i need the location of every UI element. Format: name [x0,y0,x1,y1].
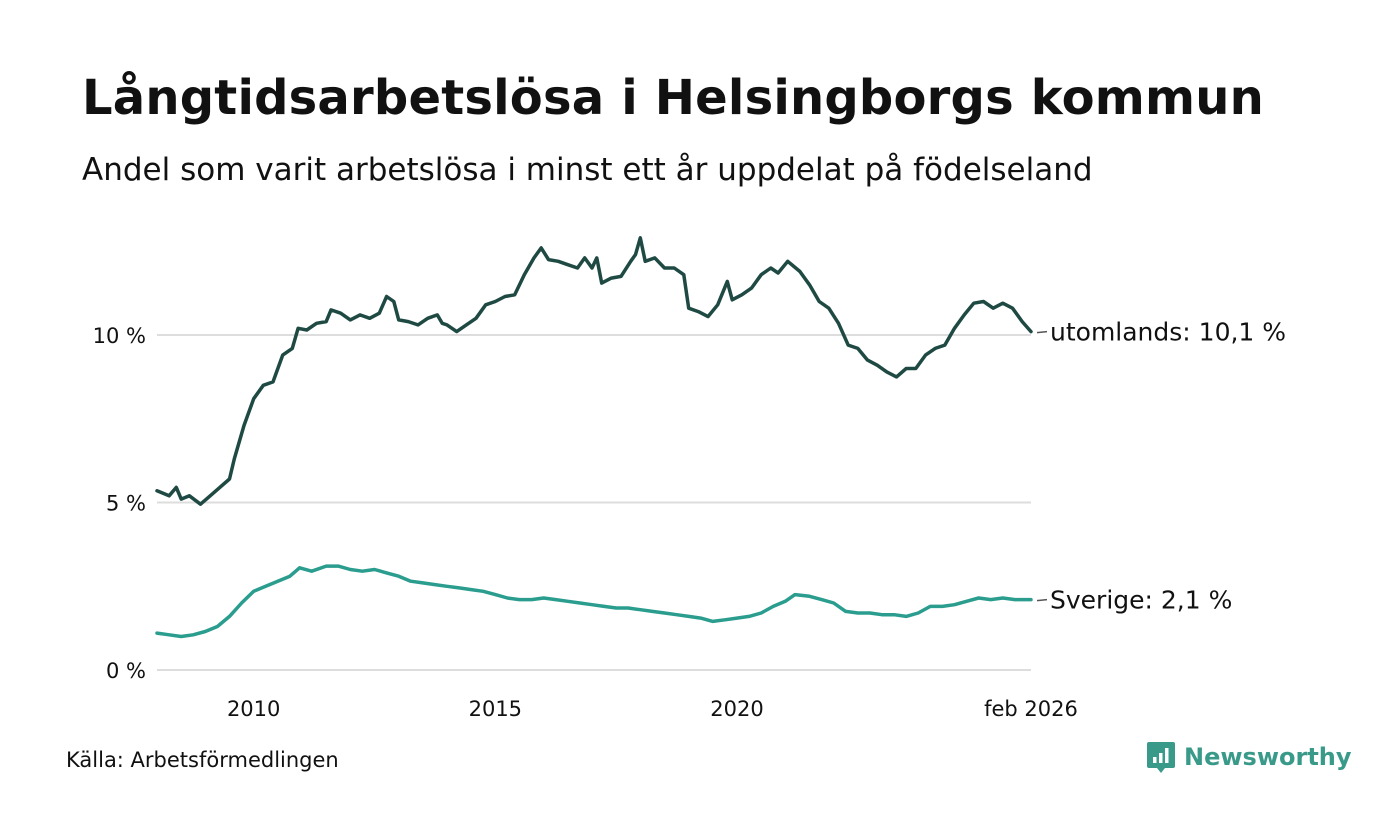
end-label-sverige: Sverige: 2,1 % [1050,586,1232,615]
end-label-utomlands: utomlands: 10,1 % [1050,318,1286,347]
source-note: Källa: Arbetsförmedlingen [66,748,339,772]
grid-lines [157,334,1031,671]
series-line-sverige [155,564,1033,639]
brand-logo: Newsworthy [1146,740,1352,774]
chart-subtitle: Andel som varit arbetslösa i minst ett å… [82,152,1093,188]
leader-line-utomlands [1036,330,1048,334]
leader-line-sverige [1036,598,1048,602]
y-axis-ticks: 0 % 5 % 10 % [93,324,146,683]
x-tick-label: 2020 [710,697,763,721]
x-tick-label: feb 2026 [984,697,1078,721]
series-line-utomlands [155,236,1033,506]
brand-name: Newsworthy [1184,743,1352,771]
series-lines [155,236,1033,639]
y-tick-label: 5 % [106,492,146,516]
chart-title: Långtidsarbetslösa i Helsingborgs kommun [82,70,1264,126]
y-tick-label: 0 % [106,659,146,683]
x-tick-label: 2010 [227,697,280,721]
x-axis-ticks: 2010 2015 2020 feb 2026 [227,697,1078,721]
x-tick-label: 2015 [469,697,522,721]
end-labels: utomlands: 10,1 % Sverige: 2,1 % [1036,318,1286,615]
newsworthy-logo-icon [1147,742,1175,773]
y-tick-label: 10 % [93,324,146,348]
